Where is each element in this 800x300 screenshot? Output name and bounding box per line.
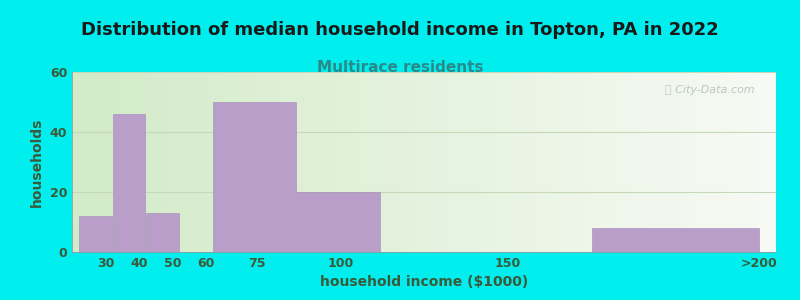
Text: Ⓜ City-Data.com: Ⓜ City-Data.com [666, 85, 755, 94]
Bar [592, 228, 758, 252]
Bar [297, 192, 380, 252]
Bar [146, 213, 178, 252]
Text: Multirace residents: Multirace residents [317, 60, 483, 75]
X-axis label: household income ($1000): household income ($1000) [320, 275, 528, 290]
Text: Distribution of median household income in Topton, PA in 2022: Distribution of median household income … [81, 21, 719, 39]
Y-axis label: households: households [30, 117, 44, 207]
Bar [113, 114, 146, 252]
Bar [79, 216, 112, 252]
Bar [214, 102, 296, 252]
